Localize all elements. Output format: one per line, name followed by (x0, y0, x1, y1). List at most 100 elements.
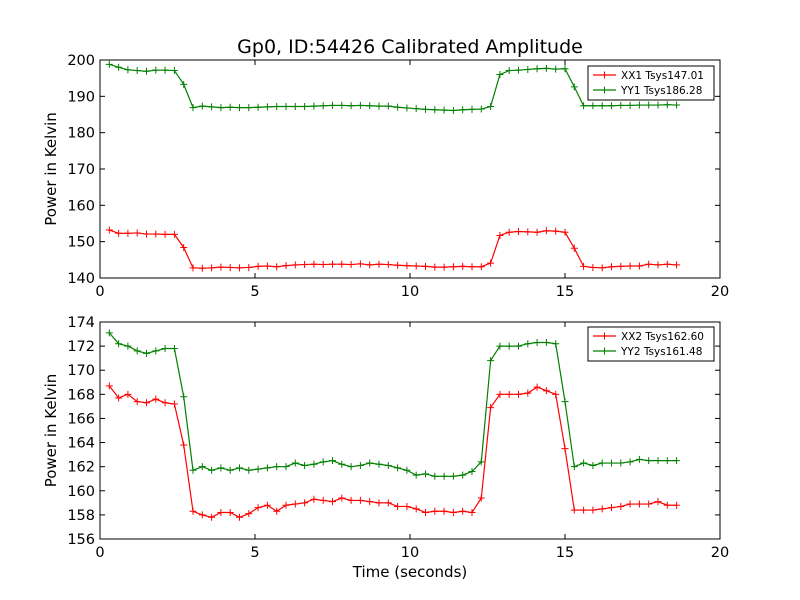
legend: XX1 Tsys147.01 YY1 Tsys186.28 (587, 65, 715, 101)
data-point-yy2 (673, 457, 681, 465)
data-point-xx1 (477, 263, 485, 271)
data-point-yy1 (310, 102, 318, 110)
data-point-xx1 (524, 228, 532, 236)
y-tick-label: 162 (67, 460, 95, 476)
data-point-xx2 (449, 508, 457, 516)
data-point-xx1 (217, 263, 225, 271)
data-point-xx2 (133, 398, 141, 406)
x-tick-label: 10 (401, 284, 419, 300)
data-point-yy2 (198, 463, 206, 471)
series-line-yy2 (108, 332, 677, 477)
legend-marker (601, 86, 608, 94)
y-tick-label: 160 (67, 484, 95, 500)
data-point-xx1 (310, 260, 318, 268)
data-point-yy1 (152, 66, 160, 74)
data-point-yy2 (440, 472, 448, 480)
x-tick-label: 5 (250, 545, 259, 561)
data-point-yy1 (589, 102, 597, 110)
y-tick-label: 170 (67, 162, 95, 178)
data-point-xx2 (505, 390, 513, 398)
y-axis-label: Power in Kelvin (42, 374, 60, 488)
data-point-yy1 (598, 102, 606, 110)
data-point-yy1 (245, 104, 253, 112)
data-point-xx2 (570, 506, 578, 514)
data-point-yy2 (291, 459, 299, 467)
data-point-xx2 (673, 501, 681, 509)
data-point-yy1 (533, 65, 541, 73)
data-point-xx1 (626, 262, 634, 270)
data-point-xx1 (617, 262, 625, 270)
data-point-xx1 (645, 260, 653, 268)
data-point-xx2 (282, 501, 290, 509)
data-point-yy1 (626, 101, 634, 109)
data-point-yy2 (505, 342, 513, 350)
data-point-xx2 (301, 499, 309, 507)
data-point-yy1 (208, 103, 216, 111)
data-point-yy2 (617, 459, 625, 467)
data-point-xx1 (226, 263, 234, 271)
data-point-xx1 (440, 263, 448, 271)
data-point-xx2 (589, 506, 597, 514)
data-point-yy1 (143, 67, 150, 75)
data-point-xx1 (319, 261, 327, 269)
data-point-yy1 (124, 66, 132, 74)
data-point-xx2 (617, 502, 625, 510)
data-point-yy1 (422, 105, 429, 113)
data-point-yy2 (496, 342, 504, 350)
data-point-yy1 (645, 101, 653, 109)
data-point-yy1 (487, 103, 495, 111)
data-point-yy2 (422, 470, 429, 478)
data-point-xx2 (338, 494, 346, 502)
data-point-xx2 (580, 506, 588, 514)
data-point-yy2 (459, 471, 467, 479)
data-point-xx1 (570, 244, 578, 252)
y-tick-label: 164 (67, 436, 95, 452)
data-point-xx2 (626, 500, 634, 508)
y-tick-label: 168 (67, 387, 95, 403)
y-tick-label: 160 (67, 198, 95, 214)
data-point-yy2 (189, 466, 197, 474)
data-point-xx2 (245, 510, 253, 518)
data-point-yy2 (580, 459, 588, 467)
data-point-yy2 (254, 465, 262, 473)
data-point-xx2 (561, 445, 569, 453)
data-point-xx2 (542, 387, 550, 395)
data-point-yy2 (133, 347, 141, 355)
data-point-xx1 (663, 260, 671, 268)
data-point-xx2 (654, 498, 662, 506)
data-point-xx2 (347, 496, 355, 504)
data-point-xx1 (496, 231, 504, 239)
data-point-xx1 (170, 230, 178, 238)
y-tick-label: 180 (67, 126, 95, 142)
data-point-yy2 (226, 466, 234, 474)
data-point-yy1 (319, 102, 327, 110)
data-point-yy1 (329, 101, 336, 109)
data-point-xx2 (152, 395, 160, 403)
data-point-yy1 (663, 101, 671, 109)
legend-label: XX2 Tsys162.60 (621, 331, 704, 343)
y-tick-label: 190 (67, 89, 95, 105)
data-point-xx2 (431, 507, 439, 515)
data-point-yy1 (440, 106, 448, 114)
data-point-xx1 (542, 227, 550, 235)
data-point-yy1 (580, 102, 588, 110)
data-point-yy2 (589, 461, 597, 469)
data-point-xx1 (422, 262, 429, 270)
data-point-xx2 (422, 508, 429, 516)
data-point-xx2 (468, 508, 476, 516)
data-point-yy1 (542, 64, 550, 72)
data-point-xx1 (375, 260, 383, 268)
data-point-yy2 (338, 460, 346, 468)
x-axis-label: Time (seconds) (352, 563, 468, 581)
data-point-yy1 (347, 102, 355, 110)
data-point-xx2 (663, 501, 671, 509)
data-point-yy2 (263, 464, 271, 472)
legend-box (587, 65, 715, 101)
x-tick-label: 20 (711, 545, 729, 561)
x-tick-label: 10 (401, 545, 419, 561)
y-tick-label: 166 (67, 411, 95, 427)
data-point-yy2 (384, 461, 392, 469)
data-point-yy2 (561, 398, 569, 406)
data-point-xx2 (254, 504, 262, 512)
